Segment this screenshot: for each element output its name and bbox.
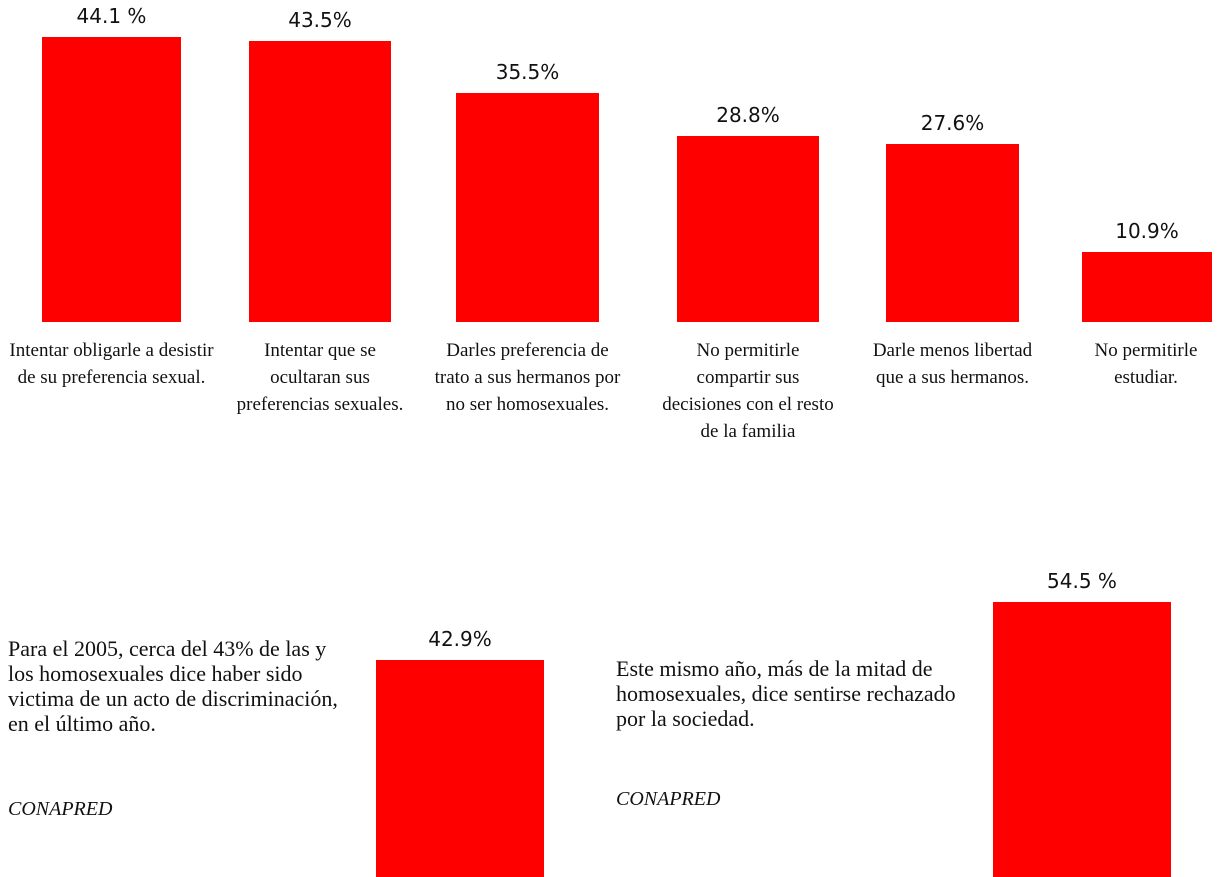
bar: [376, 660, 544, 877]
category-label: Darles preferencia de trato a sus herman…: [434, 340, 621, 415]
value-label: 28.8%: [716, 102, 780, 127]
source: CONAPRED: [616, 788, 721, 810]
value-label: 35.5%: [495, 59, 560, 84]
category-label: Intentar obligarle a desistir de su pref…: [9, 340, 214, 388]
bar: [886, 143, 1019, 322]
value-label: 10.9%: [1115, 218, 1179, 243]
bar: [677, 135, 819, 322]
value-label: 27.6%: [920, 110, 985, 135]
value-label: 54.5 %: [1047, 568, 1117, 593]
category-label: Darle menos libertad que a sus hermanos.: [872, 340, 1033, 388]
source: CONAPRED: [8, 798, 113, 820]
category-label: No permitirle compartir sus decisiones c…: [662, 340, 834, 442]
category-label: Intentar que se ocultaran sus preferenci…: [236, 340, 404, 415]
bar: [42, 37, 181, 322]
bar: [1082, 251, 1212, 322]
value-label: 42.9%: [428, 627, 492, 652]
bar: [456, 92, 599, 322]
category-label: No permitirle estudiar.: [1094, 340, 1198, 388]
bar: [249, 40, 391, 322]
value-label: 43.5%: [288, 7, 352, 32]
value-label: 44.1 %: [76, 4, 147, 29]
annotation: Este mismo año, más de la mitad de homos…: [616, 656, 956, 731]
bar: [993, 601, 1171, 877]
annotation: Para el 2005, cerca del 43% de las y los…: [8, 636, 338, 736]
